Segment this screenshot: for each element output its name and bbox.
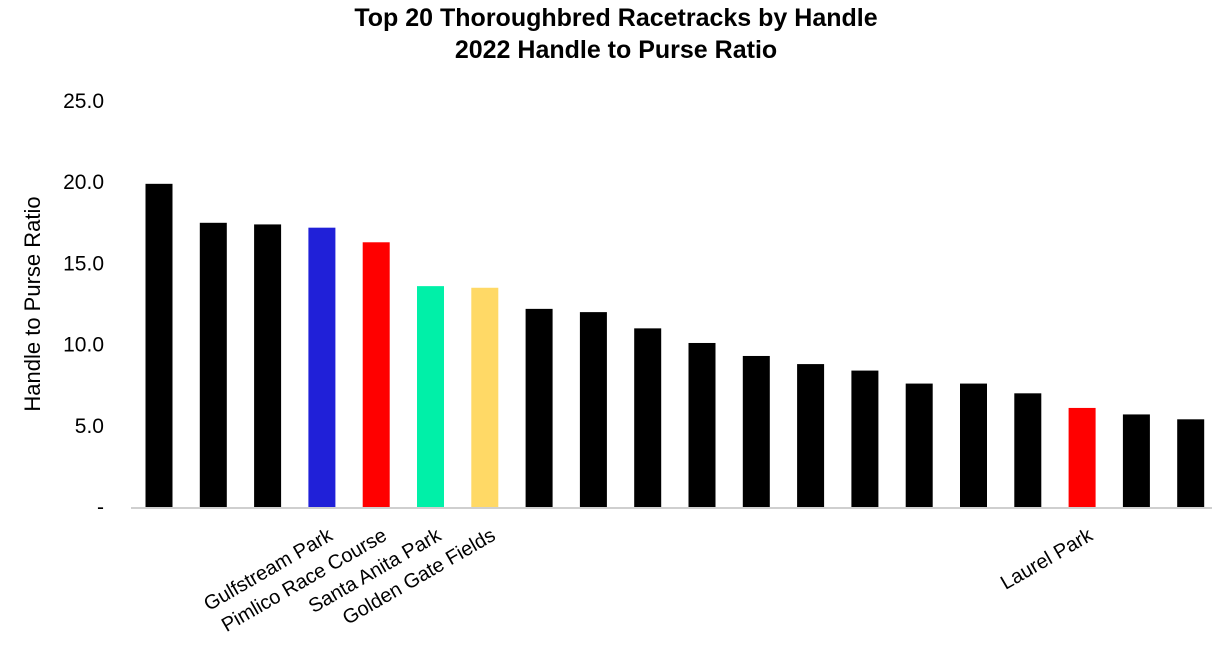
bar xyxy=(579,312,607,507)
y-axis-label: Handle to Purse Ratio xyxy=(20,196,45,411)
bar xyxy=(688,342,716,507)
bar xyxy=(1014,393,1042,507)
y-tick-label: 5.0 xyxy=(75,415,104,438)
y-tick-label: - xyxy=(97,496,104,519)
y-tick-label: 10.0 xyxy=(63,334,104,357)
bar xyxy=(471,287,499,507)
bar xyxy=(362,242,390,507)
bar xyxy=(742,355,770,507)
bar xyxy=(1068,407,1096,507)
bar xyxy=(525,308,553,507)
bar xyxy=(797,364,825,507)
bar xyxy=(905,383,933,507)
chart-subtitle: 2022 Handle to Purse Ratio xyxy=(454,36,778,64)
bar xyxy=(1177,419,1205,507)
bar xyxy=(1122,414,1150,507)
y-tick-label: 20.0 xyxy=(63,171,104,194)
bar xyxy=(851,370,879,507)
bar xyxy=(960,383,987,507)
y-tick-label: 15.0 xyxy=(63,252,104,275)
bar xyxy=(254,224,282,507)
bar xyxy=(634,328,662,507)
x-tick-label: Laurel Park xyxy=(997,524,1097,595)
bar xyxy=(417,286,444,507)
chart-title: Top 20 Thoroughbred Racetracks by Handle xyxy=(354,4,878,32)
bar xyxy=(145,183,173,507)
bar xyxy=(199,222,227,508)
y-tick-label: 25.0 xyxy=(63,90,104,113)
bar xyxy=(308,227,336,507)
